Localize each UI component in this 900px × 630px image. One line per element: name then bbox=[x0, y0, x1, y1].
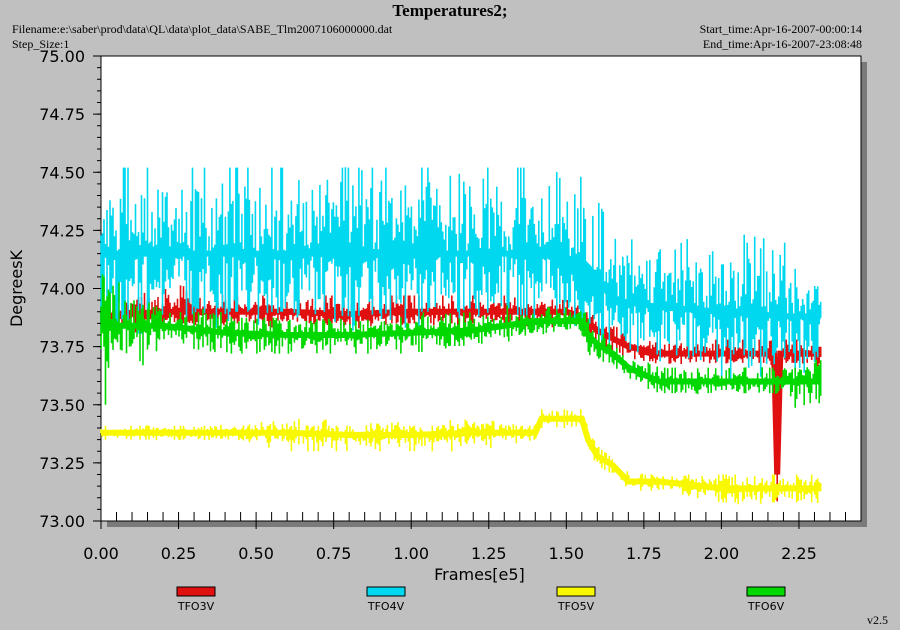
legend-swatch-tfo5v bbox=[556, 586, 596, 597]
series-tfo6v bbox=[100, 274, 822, 408]
series-line-tfo6v bbox=[101, 318, 821, 385]
legend-swatch-tfo3v bbox=[176, 586, 216, 597]
y-axis-label: DegreesK bbox=[7, 249, 26, 327]
series-line-tfo4v bbox=[101, 250, 821, 320]
legend-swatch-tfo6v bbox=[746, 586, 786, 597]
x-tick-label: 2.25 bbox=[781, 544, 817, 563]
y-tick-label: 74.25 bbox=[39, 221, 85, 240]
start-time-label: Start_time:Apr-16-2007-00:00:14 bbox=[699, 22, 862, 36]
step-size-label: Step_Size:1 bbox=[12, 37, 70, 51]
version-label: v2.5 bbox=[867, 613, 888, 627]
legend-swatch-tfo4v bbox=[366, 586, 406, 597]
x-tick-label: 1.50 bbox=[548, 544, 584, 563]
x-tick-label: 0.00 bbox=[83, 544, 119, 563]
y-tick-label: 73.00 bbox=[39, 512, 85, 531]
x-tick-label: 2.00 bbox=[704, 544, 740, 563]
y-tick-label: 73.75 bbox=[39, 338, 85, 357]
end-time-label: End_time:Apr-16-2007-23:08:48 bbox=[702, 37, 862, 51]
y-tick-label: 74.50 bbox=[39, 163, 85, 182]
x-tick-label: 0.50 bbox=[238, 544, 274, 563]
y-tick-label: 73.50 bbox=[39, 396, 85, 415]
x-tick-label: 0.25 bbox=[161, 544, 197, 563]
legend-label-tfo5v: TFO5V bbox=[557, 600, 595, 613]
x-tick-label: 0.75 bbox=[316, 544, 352, 563]
y-tick-label: 75.00 bbox=[39, 47, 85, 66]
series-tfo4v bbox=[100, 167, 822, 382]
chart-title: Temperatures2; bbox=[392, 1, 508, 20]
x-axis-label: Frames[e5] bbox=[434, 565, 525, 584]
legend-label-tfo4v: TFO4V bbox=[367, 600, 405, 613]
y-tick-label: 73.25 bbox=[39, 454, 85, 473]
x-tick-label: 1.25 bbox=[471, 544, 507, 563]
x-tick-label: 1.00 bbox=[393, 544, 429, 563]
series-tfo5v bbox=[100, 409, 822, 505]
x-tick-label: 1.75 bbox=[626, 544, 662, 563]
filename-label: Filename:e:\saber\prod\data\QL\data\plot… bbox=[12, 22, 393, 36]
y-tick-label: 74.00 bbox=[39, 280, 85, 299]
legend-label-tfo3v: TFO3V bbox=[177, 600, 215, 613]
y-tick-label: 74.75 bbox=[39, 105, 85, 124]
legend-label-tfo6v: TFO6V bbox=[747, 600, 785, 613]
series-line-tfo5v bbox=[101, 415, 821, 492]
